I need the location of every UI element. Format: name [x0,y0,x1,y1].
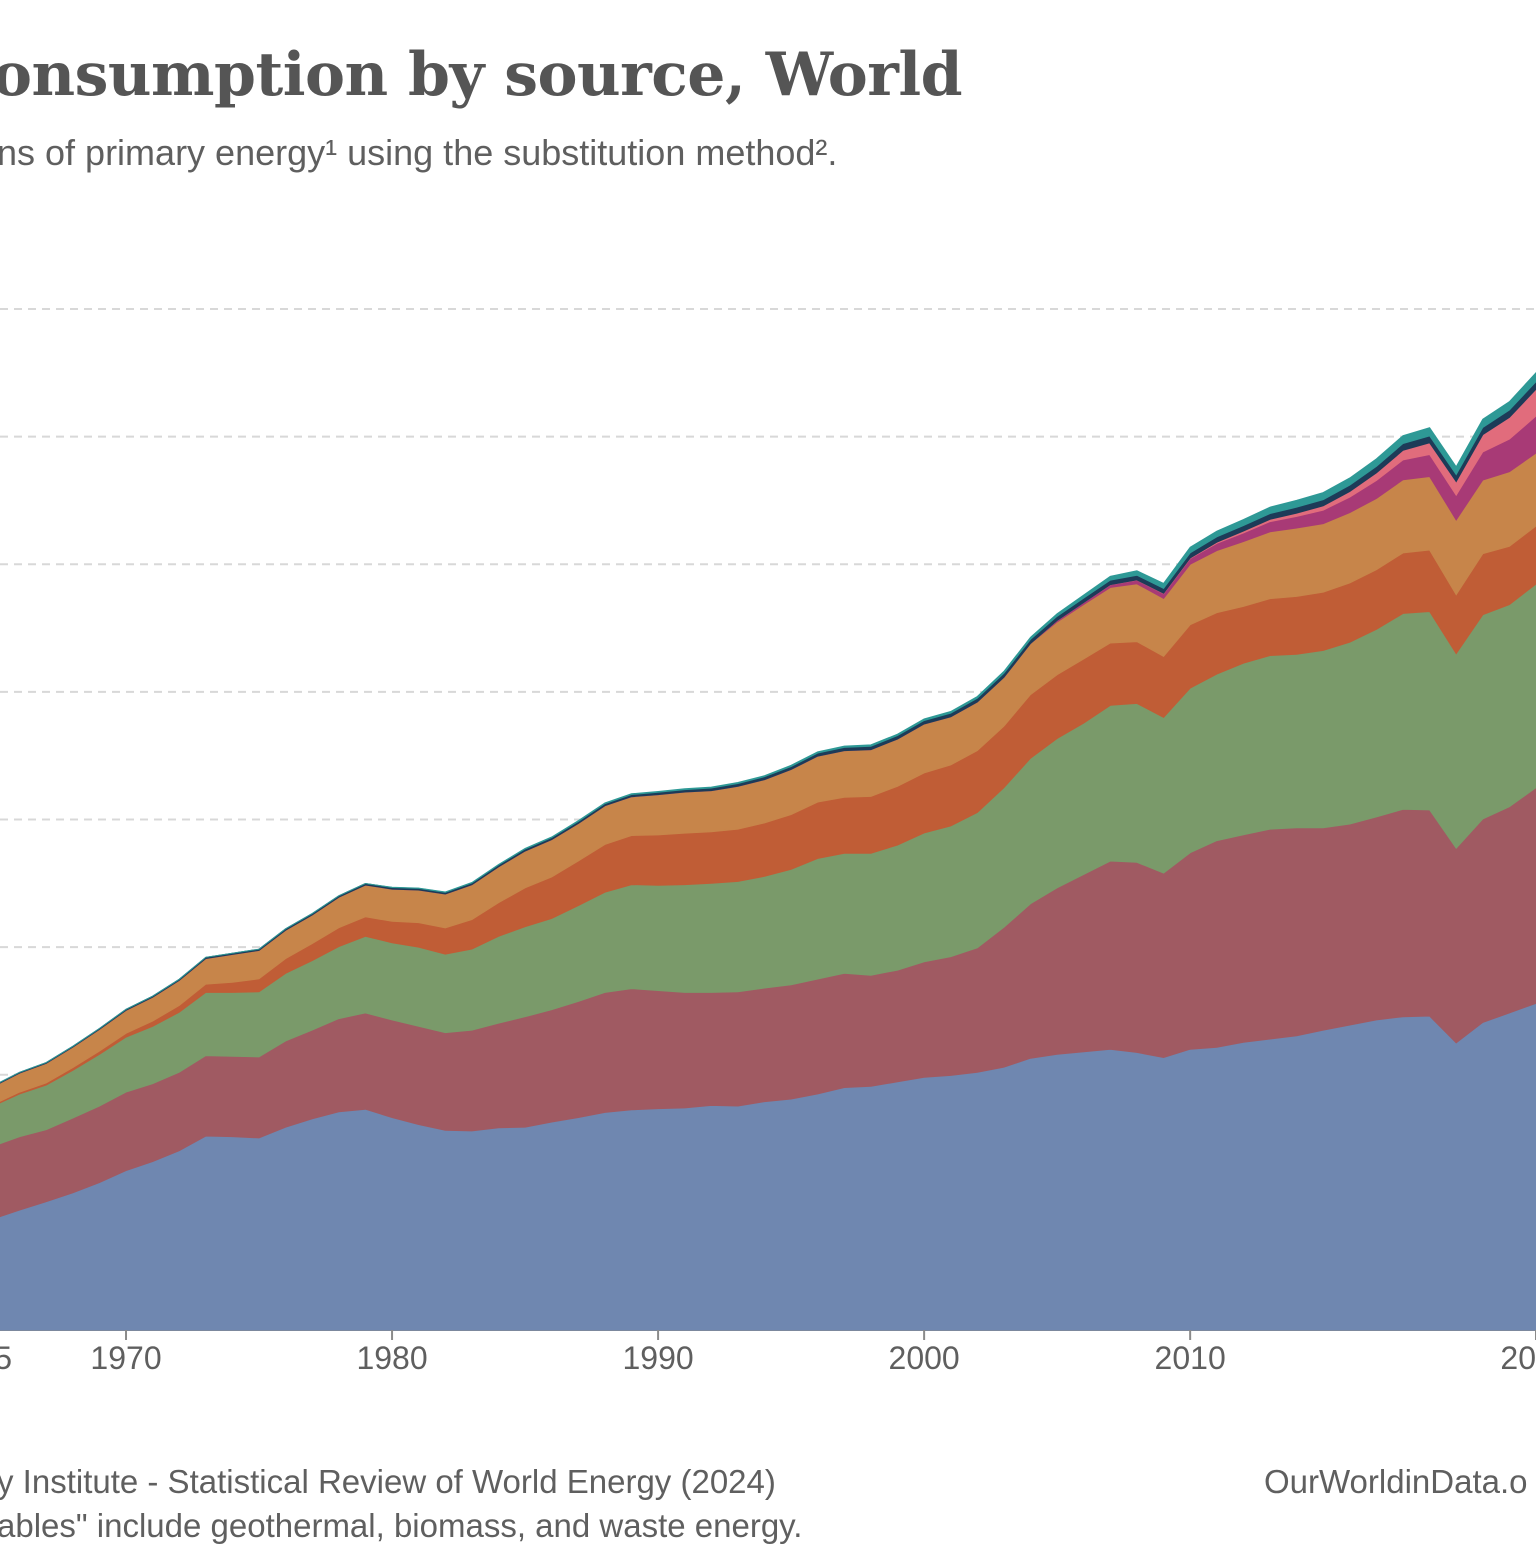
area-series [0,371,1536,1331]
x-tick-label: 2010 [1155,1340,1226,1376]
x-tick-label: 2000 [889,1340,960,1376]
x-tick-label: 1970 [90,1340,161,1376]
area-biofuels [0,371,1536,1083]
stacked-area-chart: 5 1970 1980 1990 2000 2010 2023 [0,308,1536,1376]
x-axis-ticks: 5 1970 1980 1990 2000 2010 2023 [0,1330,1536,1376]
x-tick-label: 5 [0,1340,12,1376]
x-tick-label: 1980 [356,1340,427,1376]
source-note: y Institute - Statistical Review of Worl… [0,1463,776,1500]
chart-subtitle: ns of primary energy¹ using the substitu… [0,132,838,173]
owid-link[interactable]: OurWorldinData.o [1264,1463,1528,1500]
x-tick-label: 2023 [1500,1340,1536,1376]
footnote: ables" include geothermal, biomass, and … [0,1507,803,1544]
x-tick-label: 1990 [622,1340,693,1376]
chart-title: onsumption by source, World [0,40,963,110]
